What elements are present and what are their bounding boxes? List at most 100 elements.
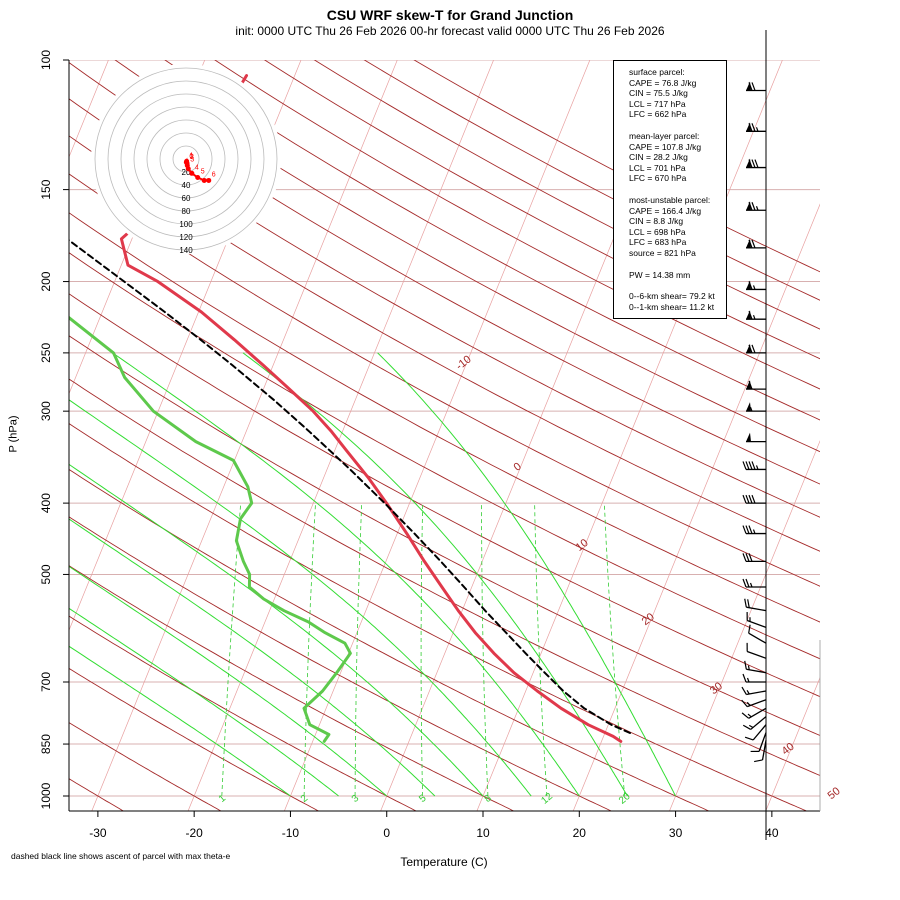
y-tick-label: 1000 [39, 782, 53, 809]
wind-barb-half-feather [752, 285, 756, 290]
wind-barb [744, 724, 767, 741]
wind-barb-feather [745, 525, 750, 534]
parcel-profile [69, 239, 631, 734]
mixing-ratio-label: 12 [539, 791, 555, 807]
hodograph-point [195, 175, 201, 181]
wind-barb-feather [751, 494, 756, 504]
dry-adiabat-line [69, 173, 820, 587]
y-tick-label: 150 [39, 179, 53, 199]
wind-barb-staff [748, 707, 767, 719]
moist-adiabat-line [69, 607, 339, 797]
dry-adiabat-line [69, 565, 515, 811]
mixing-ratio-line [481, 503, 489, 797]
wind-barb-feather [745, 578, 750, 588]
wind-barb-half-feather [746, 677, 750, 683]
mixing-ratio-label: 20 [617, 791, 633, 807]
info-line: CIN = 75.5 J/kg [629, 88, 688, 99]
mixing-ratio-line [604, 503, 626, 797]
wind-barb-feather [748, 525, 753, 534]
info-line: CIN = 8.8 J/kg [629, 216, 684, 227]
hodograph-height-label: 5 [201, 169, 205, 176]
isotherm-label: 0 [512, 460, 524, 473]
wind-barb-feather [748, 239, 753, 249]
info-line: LFC = 683 hPa [629, 237, 687, 248]
wind-barb-staff [746, 690, 767, 696]
hodograph-ring [94, 67, 278, 251]
wind-barb [744, 660, 767, 674]
wind-barb-feather [748, 82, 753, 91]
wind-barb-staff [750, 716, 767, 730]
hodograph-ring [120, 93, 252, 225]
wind-barb [746, 238, 766, 249]
wind-barb [746, 402, 766, 412]
info-line: LFC = 662 hPa [629, 109, 687, 120]
hodograph-ring-label: 80 [182, 207, 191, 216]
dewpoint-profile [69, 315, 352, 743]
info-line: mean-layer parcel: [629, 130, 700, 141]
chart-title: CSU WRF skew-T for Grand Junction [326, 7, 574, 23]
x-axis-label: Temperature (C) [400, 855, 488, 869]
moist-adiabat-line [69, 565, 388, 797]
info-line: CIN = 28.2 J/kg [629, 152, 688, 163]
mixing-ratio-label: 8 [483, 793, 495, 805]
wind-barb-feather [748, 494, 753, 504]
dry-adiabat-line [69, 335, 820, 736]
isotherm-label: -10 [454, 353, 474, 372]
wind-barb-feather [751, 461, 756, 470]
wind-barbs [741, 30, 767, 840]
y-tick-label: 850 [39, 734, 53, 754]
info-line: CAPE = 166.4 J/kg [629, 205, 702, 216]
wind-barb-feather [741, 712, 750, 719]
isotherm-label: 50 [826, 785, 843, 802]
parcel-info-box: surface parcel: CAPE = 76.8 J/kg CIN = 75.… [613, 60, 727, 319]
y-tick-label: 500 [39, 564, 53, 584]
wind-barb [742, 673, 766, 683]
info-line: most-unstable parcel: [629, 194, 711, 205]
wind-barb-feather [741, 699, 748, 707]
dry-adiabat-line [69, 615, 418, 811]
info-line: surface parcel: [629, 67, 685, 77]
hodograph-height-label: 0 [189, 153, 193, 160]
mixing-ratio-line [354, 503, 363, 796]
info-line: 0--1-km shear= 11.2 kt [629, 301, 715, 312]
isotherm-label: 10 [574, 537, 591, 554]
isotherm-label: 20 [640, 611, 657, 628]
wind-barb-feather [748, 123, 753, 132]
wind-barb-feather [748, 281, 753, 290]
info-line: LFC = 670 hPa [629, 173, 687, 184]
hodograph-ring [172, 145, 200, 173]
hodograph-ring-label: 20 [182, 168, 191, 177]
hodograph-height-label: 1 [190, 152, 194, 159]
wind-barb-half-feather [747, 665, 750, 670]
wind-barb-feather [754, 759, 763, 763]
moist-adiabat-line [69, 463, 484, 797]
wind-barb-feather [751, 159, 756, 168]
dry-adiabat-line [69, 667, 320, 811]
dry-adiabat-line [69, 252, 820, 660]
wind-barb-feather [742, 578, 747, 588]
x-tick-label: 10 [476, 826, 490, 840]
dry-adiabat-line [69, 423, 808, 811]
isotherm-line [283, 60, 591, 811]
wind-barb [746, 280, 766, 291]
wind-barb [748, 624, 767, 644]
wind-barb-feather [744, 660, 747, 670]
wind-barb-feather [751, 239, 756, 249]
wind-barb-half-feather [746, 689, 750, 695]
info-spacer [629, 184, 726, 195]
wind-barb-feather [742, 673, 747, 683]
wind-barb-feather [748, 159, 753, 168]
wind-barb-feather [747, 599, 750, 608]
isotherm-line [765, 676, 820, 811]
info-line: CAPE = 107.8 J/kg [629, 141, 702, 152]
dry-adiabat-line [69, 98, 820, 518]
isotherm-line [187, 60, 494, 811]
hodograph-ring [146, 119, 226, 199]
hodograph-point [189, 170, 195, 176]
wind-barb-feather [744, 598, 747, 608]
wind-barb-half-feather [748, 724, 754, 729]
info-line: source = 821 hPa [629, 247, 696, 258]
dry-adiabat-line [164, 60, 820, 421]
x-tick-label: 40 [765, 826, 779, 840]
